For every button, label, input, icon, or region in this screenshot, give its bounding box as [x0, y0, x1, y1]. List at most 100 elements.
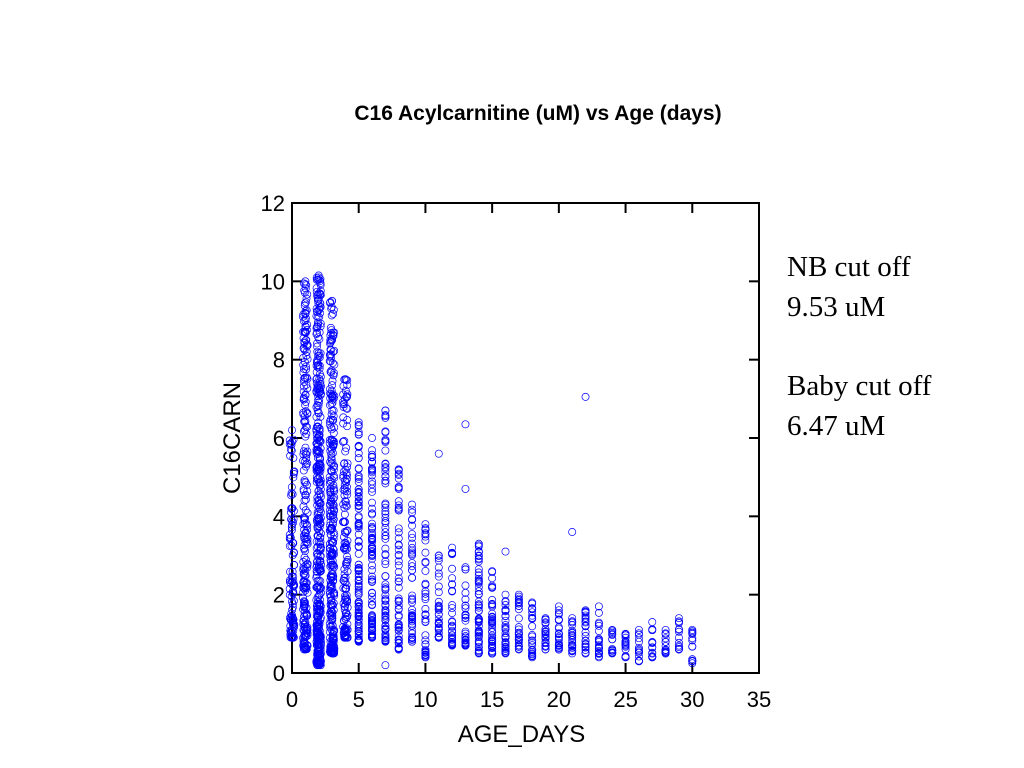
data-point: [448, 634, 457, 643]
data-point: [594, 618, 603, 627]
data-point: [541, 638, 550, 647]
data-point: [302, 603, 311, 612]
data-point: [302, 644, 311, 653]
data-point: [594, 641, 603, 650]
data-point: [329, 528, 338, 537]
data-point: [474, 574, 483, 583]
data-point: [312, 361, 321, 370]
data-point: [326, 299, 334, 307]
data-point: [313, 475, 322, 484]
data-point: [340, 459, 349, 468]
data-point: [474, 568, 483, 577]
data-point: [326, 600, 335, 609]
data-point: [312, 439, 321, 447]
data-point: [408, 530, 417, 539]
data-point: [354, 566, 363, 574]
data-point: [381, 435, 390, 444]
data-point: [354, 589, 363, 598]
data-point: [289, 468, 298, 476]
data-point: [434, 582, 443, 591]
data-point: [300, 633, 309, 642]
data-point: [301, 491, 310, 500]
data-point: [329, 305, 338, 314]
data-point: [299, 584, 308, 593]
data-point: [354, 569, 363, 578]
x-tick-label: 15: [480, 687, 504, 712]
data-point: [300, 516, 309, 525]
data-point: [354, 608, 363, 617]
data-point: [448, 626, 457, 635]
data-point: [313, 342, 321, 351]
data-point: [594, 602, 603, 611]
data-point: [312, 375, 321, 384]
x-tick-label: 30: [680, 687, 704, 712]
data-point: [514, 635, 523, 644]
data-point: [288, 600, 297, 609]
data-point: [342, 527, 351, 536]
data-point: [329, 644, 338, 653]
data-point: [299, 593, 307, 602]
data-point: [474, 557, 483, 566]
data-point: [354, 636, 363, 645]
data-point: [434, 569, 443, 578]
data-point: [474, 648, 483, 657]
data-point: [634, 645, 643, 654]
data-point: [314, 657, 323, 666]
y-axis-title: C16CARN: [219, 382, 246, 494]
data-point: [303, 588, 312, 597]
data-point: [501, 547, 510, 556]
data-point: [327, 400, 336, 409]
data-point: [434, 620, 443, 628]
data-point: [327, 591, 336, 600]
data-point: [287, 523, 296, 532]
data-point: [313, 628, 322, 637]
data-point: [328, 392, 337, 401]
data-point: [381, 476, 390, 485]
data-point: [368, 480, 377, 489]
data-point: [330, 563, 339, 571]
data-point: [339, 419, 348, 428]
data-point: [474, 603, 483, 612]
data-point: [354, 519, 363, 527]
data-point: [312, 273, 321, 282]
data-point: [286, 630, 295, 639]
data-point: [299, 334, 308, 343]
data-point: [299, 382, 308, 391]
data-point: [528, 641, 537, 650]
data-point: [287, 508, 295, 517]
baby-cutoff-label: Baby cut off: [787, 370, 932, 402]
data-point: [474, 638, 483, 646]
data-point: [312, 473, 321, 482]
data-point: [354, 420, 363, 429]
data-point: [368, 528, 377, 537]
data-point: [394, 568, 403, 576]
data-point: [300, 525, 309, 534]
data-point: [342, 581, 351, 589]
data-point: [474, 639, 483, 648]
data-point: [354, 530, 363, 539]
data-point: [368, 554, 377, 563]
data-point: [394, 466, 403, 475]
data-point: [326, 562, 335, 571]
data-point: [461, 565, 470, 574]
data-point: [327, 386, 336, 395]
data-point: [326, 551, 335, 560]
data-point: [313, 493, 322, 502]
data-point: [314, 648, 323, 657]
data-point: [300, 638, 309, 647]
x-tick-label: 25: [613, 687, 637, 712]
data-point: [301, 495, 310, 504]
data-point: [688, 659, 697, 668]
data-point: [368, 601, 377, 610]
data-point: [354, 430, 363, 439]
data-point: [354, 620, 363, 628]
data-point: [328, 611, 337, 620]
data-point: [286, 445, 295, 454]
data-point: [329, 465, 338, 474]
data-point: [329, 331, 338, 340]
data-point: [327, 538, 336, 547]
data-point: [313, 542, 322, 551]
data-point: [299, 557, 308, 566]
data-point: [313, 593, 322, 602]
data-point: [554, 643, 563, 652]
